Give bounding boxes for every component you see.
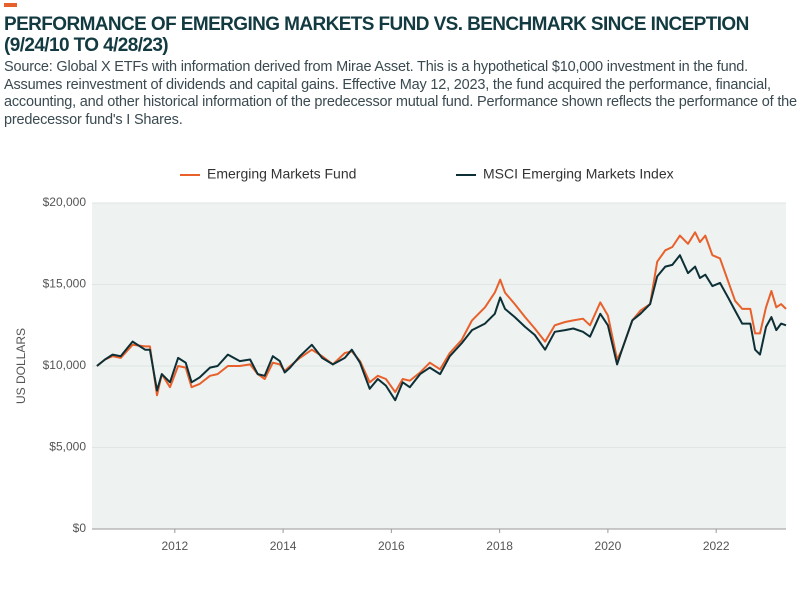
y-tick-label: $5,000 (49, 440, 86, 454)
y-tick-label: $15,000 (43, 277, 87, 291)
x-tick-label: 2022 (703, 539, 730, 553)
series-line (96, 231, 787, 397)
x-tick-label: 2018 (486, 539, 513, 553)
chart-title: PERFORMANCE OF EMERGING MARKETS FUND VS.… (4, 14, 749, 56)
y-axis-label: US DOLLARS (14, 328, 28, 404)
y-tick-label: $10,000 (43, 358, 87, 372)
x-tick-label: 2012 (161, 539, 188, 553)
series-line (96, 254, 787, 402)
x-tick-label: 2020 (595, 539, 622, 553)
accent-bar (4, 3, 17, 7)
legend-label: MSCI Emerging Markets Index (483, 166, 674, 182)
y-tick-label: $0 (73, 521, 87, 535)
legend-label: Emerging Markets Fund (207, 166, 356, 182)
y-tick-label: $20,000 (43, 195, 87, 209)
x-tick-label: 2014 (270, 539, 297, 553)
chart-subtitle: Source: Global X ETFs with information d… (4, 59, 797, 128)
x-tick-label: 2016 (378, 539, 405, 553)
